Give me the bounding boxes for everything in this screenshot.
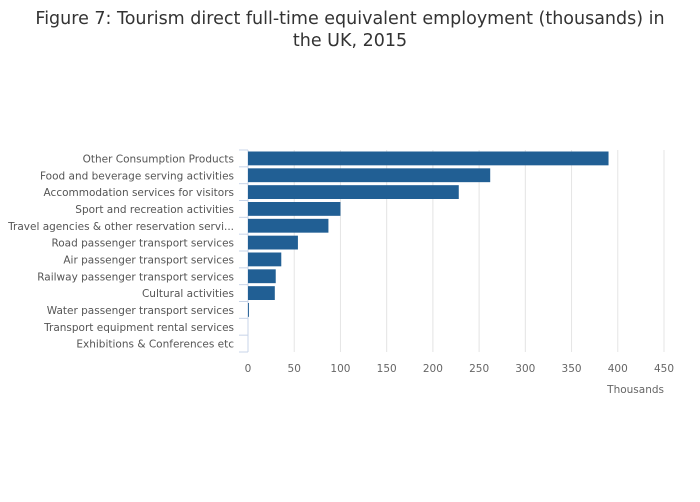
x-tick-label: 400 xyxy=(608,363,628,375)
bar xyxy=(248,151,609,166)
bar xyxy=(248,168,491,183)
category-label: Road passenger transport services xyxy=(51,238,234,250)
x-tick-label: 350 xyxy=(562,363,582,375)
bar xyxy=(248,218,329,233)
category-label: Accommodation services for visitors xyxy=(44,187,234,199)
x-tick-label: 0 xyxy=(245,363,252,375)
x-tick-label: 100 xyxy=(330,363,350,375)
category-label: Railway passenger transport services xyxy=(37,271,234,283)
chart-title-line1: Figure 7: Tourism direct full-time equiv… xyxy=(35,9,665,29)
bar xyxy=(248,202,341,216)
category-label: Sport and recreation activities xyxy=(75,204,234,216)
category-label: Other Consumption Products xyxy=(83,153,234,165)
category-label: Transport equipment rental services xyxy=(43,322,234,334)
chart-title-line2: the UK, 2015 xyxy=(292,31,408,51)
category-label: Exhibitions & Conferences etc xyxy=(76,339,234,351)
bar xyxy=(248,303,249,317)
category-label: Food and beverage serving activities xyxy=(40,170,234,182)
category-label: Travel agencies & other reservation serv… xyxy=(7,221,234,233)
x-tick-label: 200 xyxy=(423,363,443,375)
bar xyxy=(248,185,459,199)
bar xyxy=(248,286,275,300)
x-tick-label: 250 xyxy=(469,363,489,375)
category-label: Water passenger transport services xyxy=(47,305,234,317)
bar xyxy=(248,269,276,284)
bar xyxy=(248,252,282,267)
x-tick-label: 150 xyxy=(377,363,397,375)
category-label: Cultural activities xyxy=(142,288,234,300)
chart-title: Figure 7: Tourism direct full-time equiv… xyxy=(0,8,700,52)
bar xyxy=(248,235,298,250)
x-tick-label: 300 xyxy=(515,363,535,375)
x-tick-label: 450 xyxy=(654,363,674,375)
x-axis-title: Thousands xyxy=(606,384,664,396)
category-label: Air passenger transport services xyxy=(63,254,234,266)
x-tick-label: 50 xyxy=(288,363,301,375)
